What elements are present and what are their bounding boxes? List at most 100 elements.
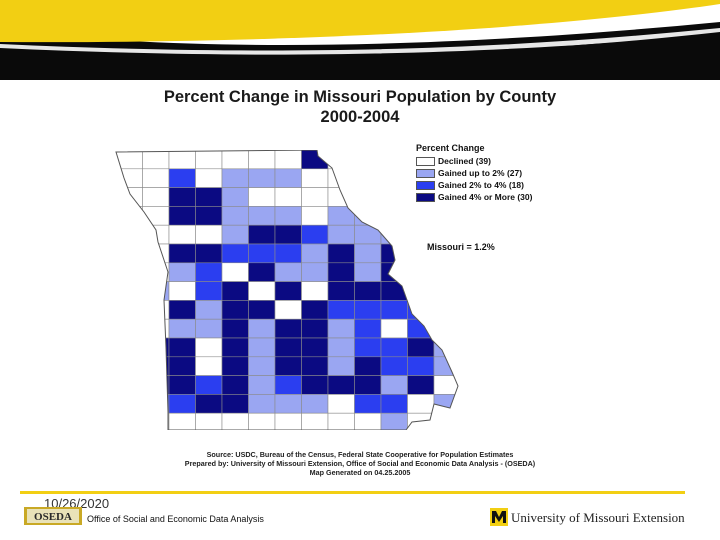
map-subtitle: 2000-2004 — [320, 108, 400, 126]
county-cell — [116, 281, 143, 301]
county-cell — [248, 243, 276, 264]
county-cell — [248, 262, 276, 282]
county-cell — [168, 318, 196, 339]
county-cell — [248, 356, 276, 376]
county-cell — [221, 281, 249, 301]
county-cell — [380, 300, 408, 320]
county-cell — [274, 356, 302, 376]
county-cell — [142, 150, 170, 170]
county-cell — [168, 356, 196, 376]
county-cell — [274, 206, 302, 226]
county-cell — [380, 412, 408, 430]
county-cell — [380, 356, 408, 376]
county-cell — [142, 394, 170, 414]
county-cell — [327, 318, 355, 339]
county-cell — [168, 187, 196, 207]
county-cell — [274, 243, 302, 264]
banner-white-stripe — [0, 28, 720, 57]
prepared-by-line: Prepared by: University of Missouri Exte… — [184, 459, 536, 468]
banner-black-top-edge — [0, 34, 720, 62]
county-cell — [380, 375, 408, 395]
county-cell — [221, 375, 249, 395]
county-cell — [327, 187, 355, 207]
county-cell — [354, 394, 382, 414]
county-cell — [327, 168, 355, 188]
county-cell — [116, 375, 143, 395]
legend-item-declined: Declined (39) — [416, 155, 566, 167]
county-cell — [274, 168, 302, 188]
county-cell — [248, 281, 276, 301]
county-cell — [221, 206, 249, 226]
county-cell — [168, 300, 196, 320]
map-legend: Percent Change Declined (39) Gained up t… — [416, 143, 566, 203]
county-cell — [327, 337, 355, 358]
county-cell — [327, 150, 355, 170]
county-cell — [354, 281, 382, 301]
county-cell — [301, 206, 329, 226]
county-cell — [354, 243, 382, 264]
county-cell — [407, 337, 435, 358]
county-cell — [116, 356, 143, 376]
county-cell — [195, 243, 223, 264]
county-cell — [433, 394, 458, 414]
oseda-logo: OSEDA — [24, 507, 82, 525]
county-cell — [354, 262, 382, 282]
county-cell — [327, 224, 355, 245]
county-cell — [354, 412, 382, 430]
legend-title: Percent Change — [416, 143, 485, 153]
header-banner — [0, 0, 720, 80]
county-cell — [301, 412, 329, 430]
county-cell — [380, 337, 408, 358]
county-cell — [221, 337, 249, 358]
county-cell — [116, 412, 143, 430]
legend-swatch-gain-2-4 — [416, 180, 435, 190]
county-cell — [327, 412, 355, 430]
county-cell — [274, 318, 302, 339]
county-cell — [168, 262, 196, 282]
county-cell — [380, 187, 408, 207]
county-cell — [142, 262, 170, 282]
county-cell — [301, 281, 329, 301]
county-cell — [248, 224, 276, 245]
county-cell — [274, 262, 302, 282]
county-cell — [327, 243, 355, 264]
legend-swatch-gain-2 — [416, 168, 435, 178]
county-cell — [248, 337, 276, 358]
county-cell — [221, 262, 249, 282]
county-cell — [221, 224, 249, 245]
county-cell — [433, 262, 458, 282]
county-cell — [327, 262, 355, 282]
county-cell — [221, 394, 249, 414]
county-cell — [142, 356, 170, 376]
oseda-logo-text: OSEDA — [34, 511, 72, 523]
county-cell — [327, 356, 355, 376]
county-cell — [433, 375, 458, 395]
state-outline — [115, 150, 459, 430]
county-cell — [327, 281, 355, 301]
county-cell — [354, 375, 382, 395]
county-cell — [301, 375, 329, 395]
county-cell — [168, 412, 196, 430]
county-cell — [248, 187, 276, 207]
map-title: Percent Change in Missouri Population by… — [163, 88, 557, 106]
county-cell — [407, 394, 435, 414]
county-cell — [274, 224, 302, 245]
county-cell — [274, 281, 302, 301]
mizzou-m-icon — [490, 508, 508, 526]
county-cell — [168, 337, 196, 358]
generated-line: Map Generated on 04.25.2005 — [309, 468, 411, 477]
county-cell — [221, 300, 249, 320]
county-cell — [142, 187, 170, 207]
county-cell — [301, 337, 329, 358]
legend-item-gain-4: Gained 4% or More (30) — [416, 191, 566, 203]
county-cell — [142, 224, 170, 245]
county-cell — [354, 318, 382, 339]
county-cell — [168, 224, 196, 245]
county-cell — [221, 356, 249, 376]
county-cell — [274, 150, 302, 170]
county-cell — [195, 300, 223, 320]
county-cell — [354, 187, 382, 207]
county-cell — [407, 262, 435, 282]
county-cell — [248, 206, 276, 226]
county-cell — [142, 412, 170, 430]
